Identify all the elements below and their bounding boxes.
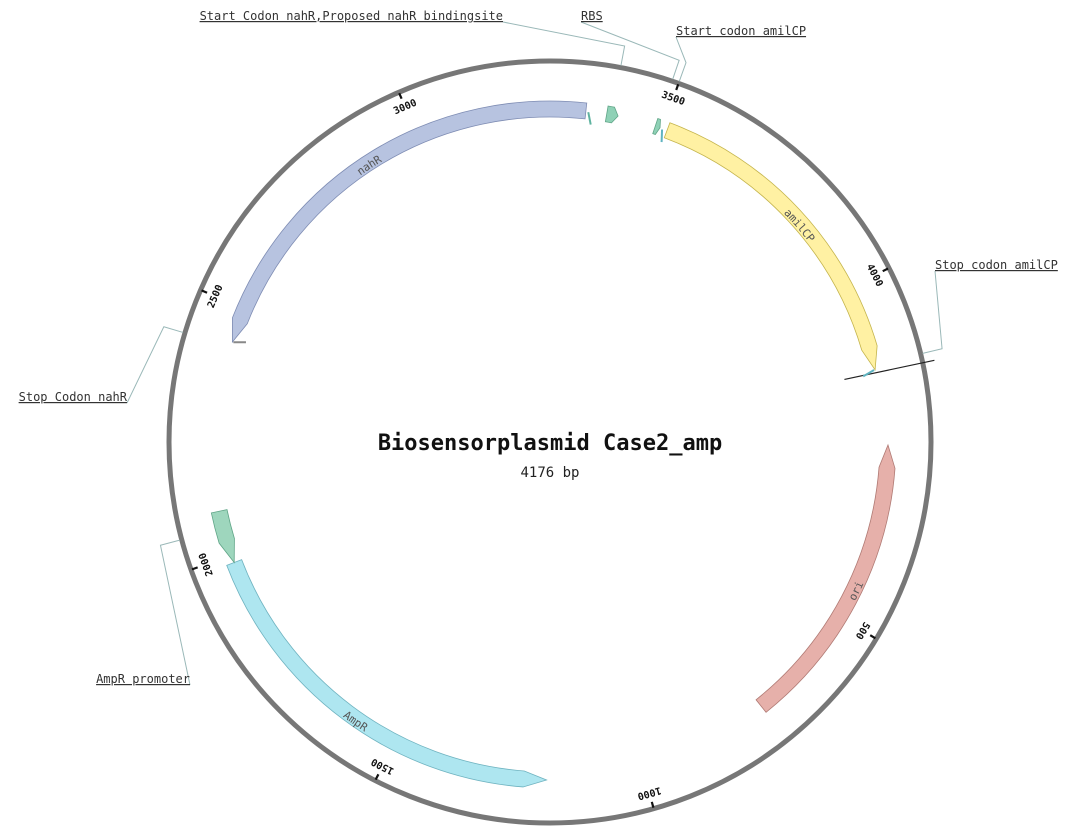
ann-rbs-leader bbox=[580, 21, 680, 80]
tick-label: 3500 bbox=[660, 90, 686, 108]
tick-mark bbox=[398, 92, 403, 100]
ann-start-codon-amilcp[interactable]: Start codon amilCP bbox=[676, 24, 806, 38]
tick-mark bbox=[374, 773, 380, 781]
feature-nahr-binding[interactable] bbox=[604, 105, 619, 124]
mark-layer bbox=[233, 112, 875, 378]
plasmid-backbone bbox=[166, 58, 934, 826]
feature-nahr[interactable] bbox=[231, 100, 588, 344]
tick-label: 1500 bbox=[370, 755, 396, 776]
mark-start-nahr bbox=[587, 112, 592, 125]
feature-ampr-promoter[interactable] bbox=[210, 509, 235, 564]
plasmid-name: Biosensorplasmid Case2_amp bbox=[378, 431, 722, 456]
tick-mark bbox=[191, 566, 199, 571]
feature-amilcp[interactable] bbox=[663, 122, 878, 371]
ann-rbs[interactable]: RBS bbox=[581, 9, 603, 23]
tick-mark bbox=[650, 801, 655, 808]
tick-mark bbox=[675, 83, 680, 91]
feature-ori[interactable] bbox=[755, 443, 896, 713]
backbone-layer bbox=[166, 58, 935, 826]
plasmid-length: 4176 bp bbox=[520, 465, 579, 481]
ann-ampr-promoter-leader bbox=[159, 539, 191, 686]
ann-stop-codon-nahr-leader bbox=[126, 326, 184, 404]
annotation-layer: Start Codon nahR,Proposed nahR bindingsi… bbox=[19, 9, 1058, 686]
feature-ampr[interactable] bbox=[226, 559, 548, 788]
ann-stop-codon-nahr[interactable]: Stop Codon nahR bbox=[19, 390, 128, 404]
tick-label: 2500 bbox=[206, 283, 226, 309]
tick-label: 2000 bbox=[197, 551, 215, 577]
ann-stop-codon-amilcp[interactable]: Stop codon amilCP bbox=[935, 258, 1058, 272]
tick-label: 3000 bbox=[392, 98, 418, 118]
ann-ampr-promoter[interactable]: AmpR promoter bbox=[96, 672, 190, 686]
tick-label: 4000 bbox=[864, 262, 885, 288]
tick-mark bbox=[869, 634, 876, 640]
origin-marker bbox=[844, 359, 935, 381]
tick-mark bbox=[882, 267, 889, 273]
ann-start-codon-nahr-leader bbox=[502, 21, 626, 66]
tick-mark bbox=[201, 289, 208, 294]
ann-stop-codon-amilcp-leader bbox=[922, 270, 943, 354]
ann-start-codon-nahr[interactable]: Start Codon nahR,Proposed nahR bindingsi… bbox=[200, 9, 503, 23]
feature-rbs[interactable] bbox=[652, 117, 661, 136]
tick-label: 1000 bbox=[636, 784, 662, 801]
ann-start-codon-amilcp-leader bbox=[675, 36, 687, 82]
tick-label: 500 bbox=[853, 620, 872, 641]
mark-stop-amilcp bbox=[862, 369, 875, 378]
